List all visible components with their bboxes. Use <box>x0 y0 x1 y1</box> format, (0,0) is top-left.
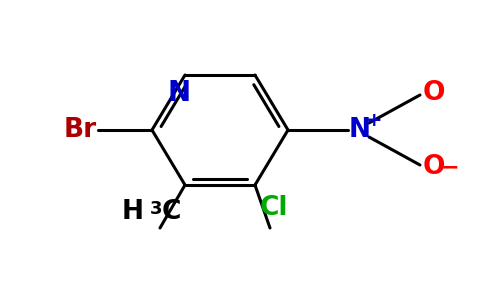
Text: 3: 3 <box>150 200 163 218</box>
Text: +: + <box>366 110 382 130</box>
Text: N: N <box>167 79 191 107</box>
Text: −: − <box>441 157 459 177</box>
Text: C: C <box>162 199 182 225</box>
Text: Cl: Cl <box>260 195 288 221</box>
Text: H: H <box>122 199 144 225</box>
Text: N: N <box>349 117 371 143</box>
Text: Br: Br <box>63 117 97 143</box>
Text: O: O <box>423 80 445 106</box>
Text: O: O <box>423 154 445 180</box>
